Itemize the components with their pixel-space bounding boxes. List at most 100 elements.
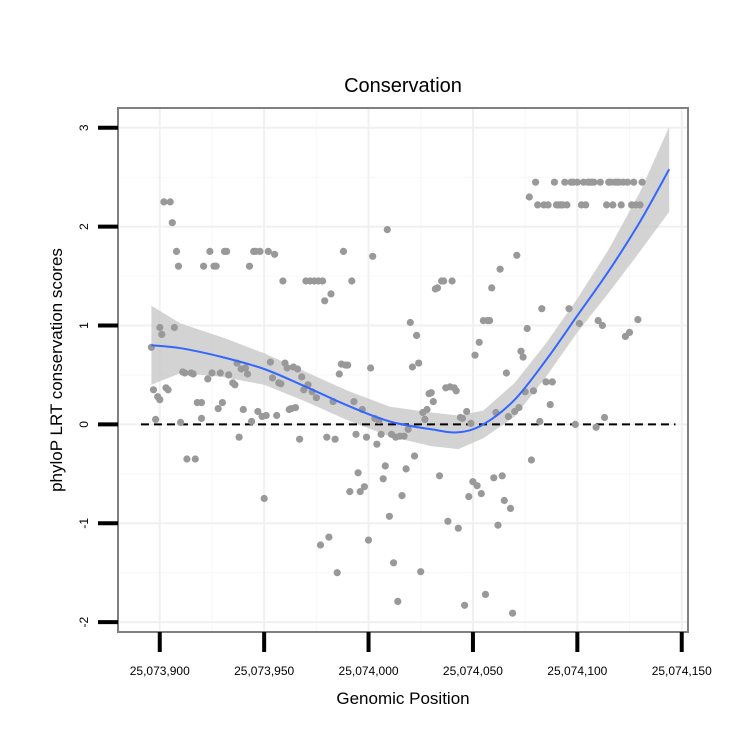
data-point: [312, 394, 320, 402]
data-point: [498, 472, 506, 480]
data-point: [333, 569, 341, 577]
data-point: [506, 504, 515, 512]
data-point: [421, 415, 429, 423]
data-point: [475, 338, 483, 346]
data-point: [360, 483, 368, 491]
y-tick-label: -1: [77, 518, 91, 529]
data-point: [525, 193, 533, 201]
data-point: [160, 198, 168, 206]
data-point: [600, 413, 609, 422]
data-point: [327, 290, 335, 298]
data-point: [596, 178, 604, 186]
data-point: [413, 331, 421, 339]
chart-title: Conservation: [344, 75, 462, 97]
data-point: [243, 370, 252, 378]
data-point: [172, 247, 181, 255]
data-point: [465, 493, 473, 501]
data-point: [630, 178, 638, 186]
data-point: [603, 201, 611, 209]
x-tick-label: 25,074,000: [339, 664, 399, 678]
data-point: [149, 386, 158, 394]
data-point: [298, 373, 306, 381]
data-point: [283, 364, 291, 372]
data-point: [473, 482, 481, 490]
data-point: [197, 399, 206, 407]
data-point: [536, 417, 544, 425]
data-point: [415, 359, 423, 367]
data-point: [331, 435, 339, 443]
data-point: [291, 404, 300, 412]
data-point: [598, 321, 607, 330]
data-point: [296, 435, 304, 443]
y-tick-label: 1: [77, 322, 91, 329]
data-point: [433, 284, 442, 292]
data-point: [364, 536, 373, 544]
x-tick-label: 25,073,950: [234, 664, 294, 678]
data-point: [218, 399, 226, 407]
data-point: [504, 412, 512, 421]
data-point: [508, 609, 517, 617]
data-point: [429, 398, 437, 406]
data-point: [321, 297, 329, 305]
data-point: [367, 364, 375, 372]
data-point: [461, 601, 469, 609]
y-tick-label: 2: [77, 223, 91, 230]
data-point: [271, 250, 279, 258]
data-point: [170, 323, 178, 332]
data-point: [197, 414, 206, 422]
data-point: [200, 262, 208, 270]
data-point: [262, 411, 270, 420]
y-axis-title: phyloP LRT conservation scores: [47, 248, 66, 492]
data-point: [444, 517, 452, 525]
data-point: [325, 533, 333, 541]
data-point: [561, 178, 569, 186]
data-point: [582, 201, 590, 209]
data-point: [323, 433, 331, 441]
data-point: [550, 178, 559, 186]
data-point: [463, 407, 471, 416]
confidence-band-layer: [151, 126, 670, 450]
data-point: [454, 524, 462, 532]
data-point: [223, 247, 231, 255]
data-point: [383, 226, 391, 234]
y-tick-label: 0: [77, 421, 91, 428]
data-point: [216, 369, 224, 377]
data-point: [385, 512, 393, 520]
data-point: [636, 201, 644, 209]
data-point: [335, 370, 343, 378]
data-point: [204, 375, 212, 383]
data-point: [264, 247, 272, 255]
data-point: [471, 351, 479, 359]
data-point: [538, 305, 546, 313]
x-axis: 25,073,900 25,073,950 25,074,000 25,074,050…: [130, 632, 712, 678]
y-axis: -2 -1 0 1 2 3: [77, 124, 118, 627]
data-point: [402, 465, 410, 473]
data-point: [609, 201, 617, 209]
y-tick-label: 3: [77, 124, 91, 131]
data-point: [158, 330, 166, 338]
data-point: [344, 361, 352, 369]
data-point: [241, 364, 249, 372]
data-point: [427, 389, 435, 397]
data-point: [534, 201, 542, 209]
data-point: [231, 381, 239, 389]
data-point: [623, 178, 632, 186]
data-point: [486, 317, 494, 325]
data-point: [394, 597, 402, 606]
data-point: [404, 425, 412, 433]
data-point: [277, 380, 285, 388]
data-point: [398, 492, 406, 500]
data-point: [206, 247, 214, 255]
data-point: [542, 378, 550, 386]
data-point: [571, 420, 579, 428]
data-point: [527, 456, 536, 464]
data-point: [266, 358, 274, 366]
data-point: [477, 490, 485, 498]
data-point: [260, 494, 268, 503]
data-point: [532, 178, 540, 186]
data-point: [356, 488, 364, 496]
data-point: [573, 178, 581, 186]
data-point: [500, 496, 508, 505]
data-point: [417, 568, 425, 576]
